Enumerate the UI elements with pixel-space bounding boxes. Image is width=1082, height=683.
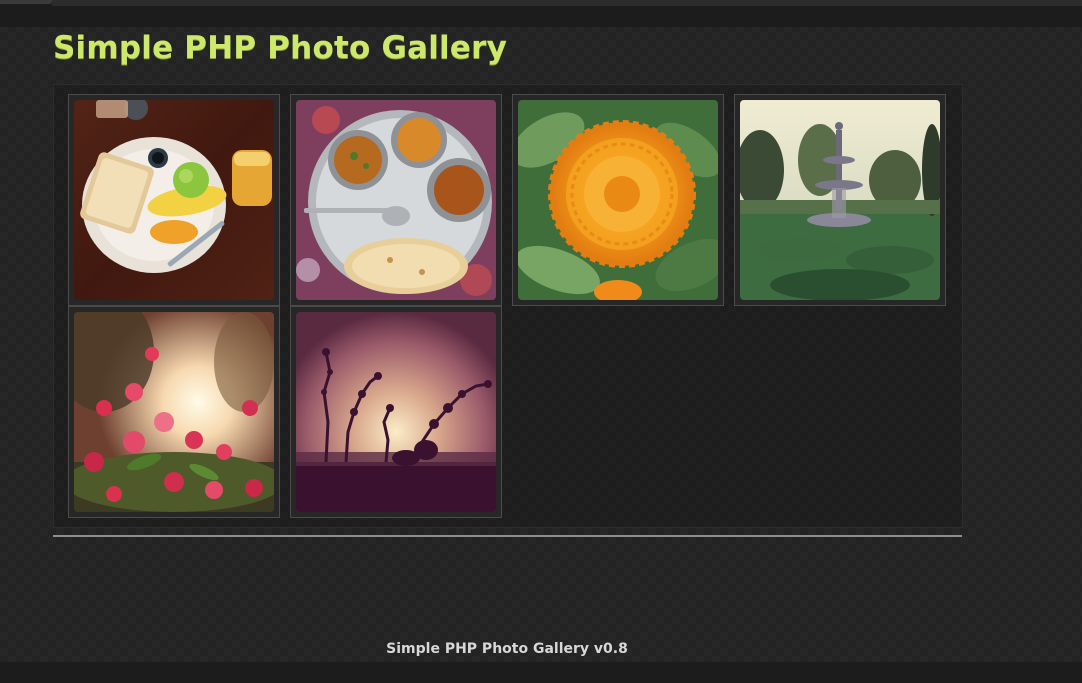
gallery-thumbnail-pink-flowers[interactable] (68, 306, 280, 518)
gallery-thumbnail-marigold[interactable] (512, 94, 724, 306)
footer-divider (53, 535, 962, 537)
gallery-thumbnail-silhouette[interactable] (290, 306, 502, 518)
gallery-thumbnail-thali[interactable] (290, 94, 502, 306)
footer-version-text: Simple PHP Photo Gallery v0.8 (386, 641, 628, 657)
browser-top-bar (0, 0, 1082, 27)
photo-breakfast (74, 100, 274, 300)
gallery-thumbnail-breakfast[interactable] (68, 94, 280, 306)
photo-pink-flowers (74, 312, 274, 512)
top-strip (52, 0, 1082, 6)
gallery-panel (53, 84, 963, 528)
gallery-thumbnail-fountain[interactable] (734, 94, 946, 306)
bottom-bar (0, 662, 1082, 683)
tab-stub[interactable] (0, 0, 52, 4)
photo-marigold (518, 100, 718, 300)
page-title: Simple PHP Photo Gallery (53, 30, 507, 66)
photo-silhouette (296, 312, 496, 512)
photo-thali (296, 100, 496, 300)
photo-fountain (740, 100, 940, 300)
